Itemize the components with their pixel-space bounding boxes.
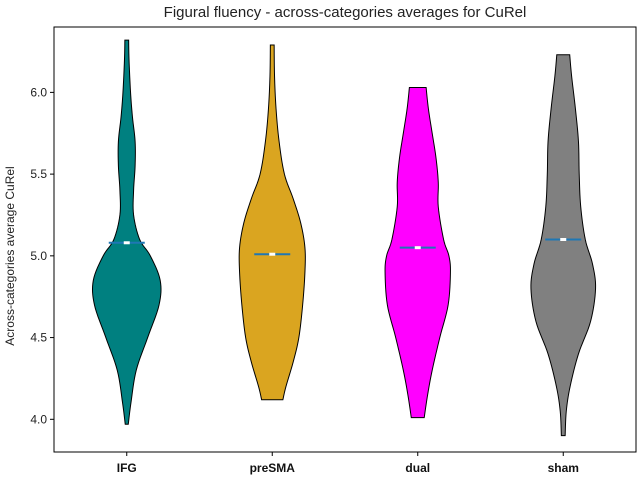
median-marker-preSMA: [269, 252, 276, 256]
y-tick-label: 4.5: [30, 331, 47, 345]
violin-body-IFG: [91, 39, 162, 425]
x-tick-label: sham: [548, 461, 579, 475]
violins-group: [91, 39, 597, 437]
violin-body-preSMA: [238, 44, 306, 401]
median-marker-sham: [560, 238, 567, 241]
violin-body-sham: [530, 54, 597, 437]
x-tick-label: preSMA: [250, 461, 296, 475]
chart-title: Figural fluency - across-categories aver…: [164, 4, 527, 21]
y-tick-label: 6.0: [30, 85, 47, 99]
x-tick-label: IFG: [117, 461, 137, 475]
y-tick-label: 4.0: [30, 412, 47, 426]
y-tick-label: 5.5: [30, 167, 47, 181]
y-tick-label: 5.0: [30, 249, 47, 263]
x-tick-label: dual: [405, 461, 430, 475]
plot-area-frame: [53, 26, 637, 453]
median-marker-IFG: [123, 241, 130, 245]
x-axis: IFG preSMA dual sham: [117, 452, 579, 475]
median-marker-dual: [414, 246, 421, 250]
violin-body-dual: [384, 86, 451, 419]
y-axis-label: Across-categories average CuRel: [3, 166, 17, 345]
y-axis: 4.0 4.5 5.0 5.5 6.0: [30, 85, 54, 426]
